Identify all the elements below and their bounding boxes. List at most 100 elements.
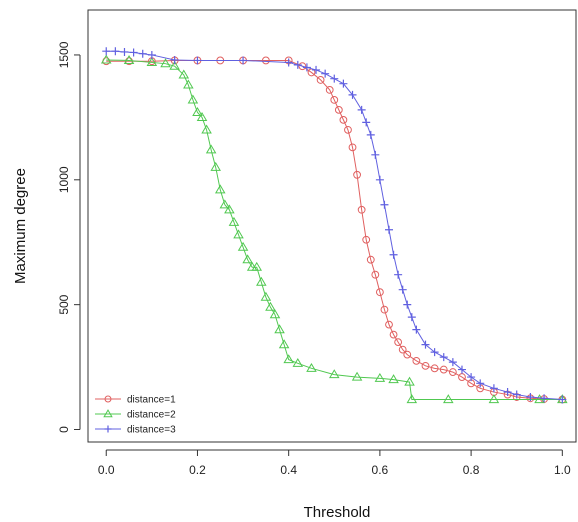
data-point bbox=[104, 395, 112, 403]
data-point bbox=[371, 270, 380, 279]
data-point bbox=[160, 58, 171, 68]
data-point bbox=[385, 320, 393, 329]
data-point bbox=[329, 369, 340, 379]
data-point bbox=[237, 241, 249, 251]
y-axis: 0 500 1000 1500 bbox=[57, 41, 81, 433]
data-point bbox=[357, 105, 366, 114]
data-point bbox=[102, 47, 111, 56]
data-point bbox=[187, 94, 199, 104]
data-point bbox=[380, 305, 389, 314]
legend-item: distance=2 bbox=[95, 409, 176, 421]
x-tick-label: 0.0 bbox=[98, 463, 115, 477]
data-point bbox=[274, 324, 285, 334]
data-point bbox=[330, 95, 339, 104]
data-point bbox=[261, 56, 270, 65]
data-point bbox=[321, 69, 330, 78]
x-axis-title: Threshold bbox=[304, 504, 371, 521]
data-point bbox=[193, 56, 202, 65]
data-point bbox=[224, 204, 235, 214]
data-point bbox=[398, 285, 407, 294]
data-point bbox=[430, 348, 439, 357]
series-layer bbox=[100, 47, 568, 404]
data-point bbox=[339, 115, 348, 124]
data-point bbox=[265, 301, 276, 311]
y-tick-label: 500 bbox=[57, 294, 71, 314]
data-point bbox=[293, 60, 302, 69]
data-point bbox=[403, 300, 412, 309]
data-point bbox=[371, 150, 380, 159]
data-point bbox=[398, 345, 407, 354]
data-point bbox=[374, 372, 386, 382]
legend-label: distance=1 bbox=[127, 395, 176, 406]
data-point bbox=[325, 86, 334, 94]
data-point bbox=[412, 325, 421, 334]
plot-frame bbox=[87, 9, 577, 443]
data-point bbox=[457, 365, 466, 374]
series-line bbox=[106, 59, 563, 401]
data-point bbox=[192, 106, 203, 116]
data-point bbox=[214, 184, 226, 194]
legend: distance=1 distance=2 distance=3 bbox=[95, 395, 176, 436]
data-point bbox=[201, 124, 212, 134]
data-point bbox=[403, 350, 412, 359]
data-point bbox=[439, 353, 448, 362]
data-point bbox=[239, 56, 248, 65]
x-tick-label: 0.8 bbox=[463, 463, 480, 477]
data-point bbox=[430, 364, 439, 373]
y-tick-label: 1000 bbox=[57, 166, 71, 193]
data-point bbox=[256, 276, 267, 286]
data-point bbox=[488, 394, 500, 404]
data-point bbox=[284, 58, 293, 67]
data-point bbox=[476, 379, 485, 388]
data-point bbox=[489, 384, 498, 393]
data-point bbox=[169, 60, 180, 70]
data-point bbox=[292, 357, 304, 367]
data-point bbox=[210, 161, 221, 171]
data-point bbox=[269, 309, 281, 319]
series-line bbox=[106, 59, 563, 401]
data-point bbox=[260, 291, 272, 301]
data-point bbox=[389, 250, 398, 259]
data-point bbox=[362, 118, 371, 127]
x-axis: 0.0 0.2 0.4 0.6 0.8 1.0 bbox=[98, 449, 571, 477]
data-point bbox=[298, 62, 307, 71]
data-point bbox=[366, 130, 375, 139]
data-point bbox=[404, 376, 415, 386]
data-point bbox=[283, 354, 294, 364]
legend-label: distance=2 bbox=[127, 410, 176, 421]
data-point bbox=[407, 313, 416, 322]
data-point bbox=[448, 368, 457, 376]
data-point bbox=[233, 229, 244, 239]
legend-item: distance=1 bbox=[95, 395, 176, 406]
data-point bbox=[394, 338, 403, 347]
data-point bbox=[406, 394, 418, 404]
data-point bbox=[228, 216, 240, 226]
data-point bbox=[380, 200, 389, 209]
data-point bbox=[448, 358, 457, 367]
data-point bbox=[334, 105, 343, 114]
data-point bbox=[129, 48, 138, 57]
data-point bbox=[558, 395, 567, 404]
y-tick-label: 0 bbox=[57, 426, 71, 433]
data-point bbox=[375, 175, 384, 184]
data-point bbox=[394, 270, 403, 279]
y-axis-title: Maximum degree bbox=[12, 168, 29, 284]
data-point bbox=[138, 49, 147, 58]
data-point bbox=[540, 394, 549, 403]
data-point bbox=[421, 340, 430, 349]
data-point bbox=[123, 55, 135, 65]
data-point bbox=[467, 373, 476, 382]
data-point bbox=[302, 63, 311, 72]
legend-label: distance=3 bbox=[127, 425, 176, 436]
data-point bbox=[111, 47, 120, 56]
data-point bbox=[357, 205, 366, 214]
data-point bbox=[339, 79, 348, 88]
data-point bbox=[366, 255, 375, 264]
data-point bbox=[312, 65, 321, 74]
x-tick-label: 0.6 bbox=[372, 463, 389, 477]
data-point bbox=[385, 225, 394, 234]
x-tick-label: 0.2 bbox=[189, 463, 206, 477]
data-point bbox=[146, 57, 158, 67]
data-point bbox=[458, 373, 466, 381]
